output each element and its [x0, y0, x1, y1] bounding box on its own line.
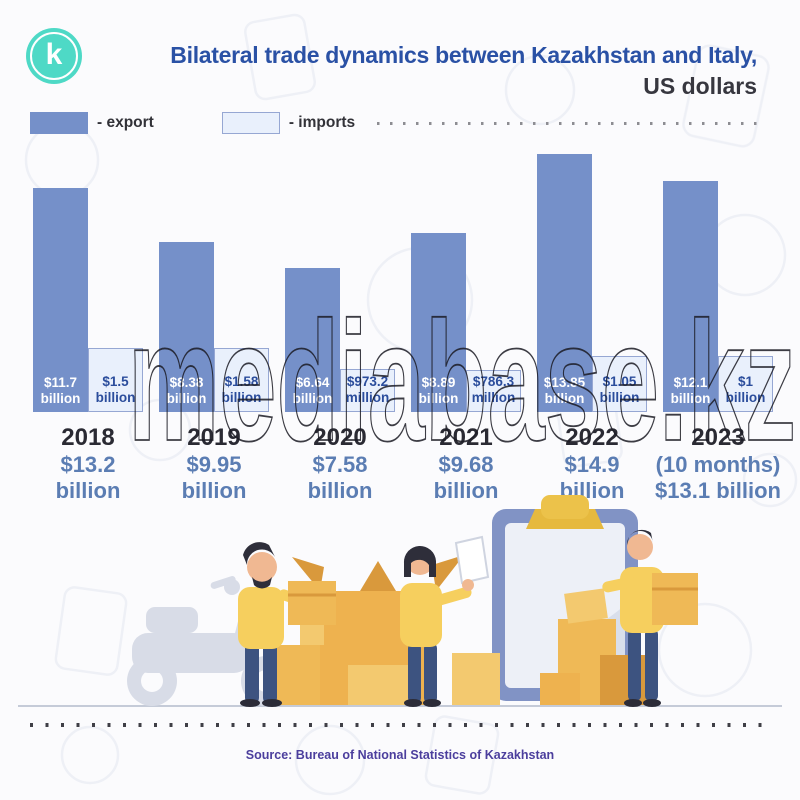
year-label: 2018	[61, 424, 115, 451]
warehouse-illustration	[18, 495, 782, 707]
export-value-label: $8.89 billion	[418, 375, 459, 407]
export-legend-label: - export	[97, 114, 154, 131]
bar-group-2022: $13.85 billion $1.05 billion	[537, 154, 647, 412]
export-bar-2019: $8.38 billion	[159, 242, 214, 412]
import-value-label: $1.5 billion	[95, 374, 136, 406]
site-logo: k	[26, 28, 82, 84]
total-label: billion	[559, 478, 625, 504]
logo-letter: k	[45, 38, 63, 71]
bottom-dotted-rule	[30, 723, 770, 727]
import-value-label: $1.05 billion	[599, 374, 640, 406]
chart-title-line2: US dollars	[643, 73, 757, 99]
import-value-label: $1.58 billion	[221, 374, 262, 406]
export-bar-2022: $13.85 billion	[537, 154, 592, 412]
import-value-label: $1 billion	[725, 374, 766, 406]
export-bar-2018: $11.7 billion	[33, 188, 88, 412]
imports-legend-label: - imports	[288, 114, 356, 131]
cardboard-boxes-right	[452, 588, 655, 705]
x-label-2019: 2019 $9.95 billion	[159, 424, 269, 504]
total-label: (10 months)	[655, 451, 781, 477]
total-label: $9.95	[186, 451, 242, 477]
total-label: $13.2	[60, 451, 116, 477]
year-label: 2019	[187, 424, 241, 451]
export-swatch	[30, 112, 88, 134]
total-label: $14.9	[564, 451, 620, 477]
chart-title-line1: Bilateral trade dynamics between Kazakhs…	[170, 42, 757, 68]
imports-bar-2018: $1.5 billion	[88, 348, 143, 412]
total-label: billion	[433, 478, 499, 504]
export-value-label: $11.7 billion	[40, 375, 81, 407]
x-axis-labels: 2018 $13.2 billion 2019 $9.95 billion 2020 $7.5…	[33, 424, 781, 504]
year-label: 2022	[565, 424, 619, 451]
imports-bar-2021: $786.3 million	[466, 370, 521, 412]
year-label: 2020	[313, 424, 367, 451]
year-label: 2021	[439, 424, 493, 451]
year-label: 2023	[691, 424, 745, 451]
import-value-label: $973.2 million	[345, 374, 390, 406]
legend: - export - imports	[30, 112, 757, 134]
bar-group-2018: $11.7 billion $1.5 billion	[33, 188, 143, 412]
total-label: billion	[307, 478, 373, 504]
total-label: billion	[181, 478, 247, 504]
export-bar-2021: $8.89 billion	[411, 233, 466, 412]
total-label: $13.1 billion	[655, 478, 781, 504]
imports-bar-2019: $1.58 billion	[214, 348, 269, 412]
imports-swatch	[221, 112, 280, 134]
scooter-icon	[127, 576, 291, 706]
export-value-label: $8.38 billion	[166, 375, 207, 407]
total-label: $9.68	[438, 451, 494, 477]
clipboard	[492, 495, 638, 701]
person-carrying-box	[238, 542, 336, 707]
import-value-label: $786.3 million	[471, 374, 516, 406]
export-bar-2020: $6.64 billion	[285, 268, 340, 412]
logo-ring: k	[30, 32, 78, 80]
person-with-paper	[400, 535, 490, 707]
imports-bar-2020: $973.2 million	[340, 369, 395, 412]
imports-bar-2022: $1.05 billion	[592, 356, 647, 412]
bar-group-2020: $6.64 billion $973.2 million	[285, 268, 395, 412]
x-label-2020: 2020 $7.58 billion	[285, 424, 395, 504]
x-label-2018: 2018 $13.2 billion	[33, 424, 143, 504]
x-label-2022: 2022 $14.9 billion	[537, 424, 647, 504]
export-value-label: $6.64 billion	[292, 375, 333, 407]
total-label: billion	[55, 478, 121, 504]
x-label-2023: 2023 (10 months) $13.1 billion	[655, 424, 781, 504]
x-label-2021: 2021 $9.68 billion	[411, 424, 521, 504]
legend-dotted-rule	[377, 121, 757, 125]
export-value-label: $12.1 billion	[670, 375, 711, 407]
source-attribution: Source: Bureau of National Statistics of…	[245, 748, 555, 762]
bar-group-2023: $12.1 billion $1 billion	[663, 181, 773, 412]
export-bar-2023: $12.1 billion	[663, 181, 718, 412]
bar-group-2021: $8.89 billion $786.3 million	[411, 233, 521, 412]
imports-bar-2023: $1 billion	[718, 356, 773, 412]
bar-group-2019: $8.38 billion $1.58 billion	[159, 242, 269, 412]
bar-chart: $11.7 billion $1.5 billion $8.38 billion $1.58…	[33, 140, 773, 412]
person-holding-box	[602, 529, 698, 707]
total-label: $7.58	[312, 451, 368, 477]
cardboard-boxes-left	[268, 555, 464, 705]
export-value-label: $13.85 billion	[543, 375, 586, 407]
